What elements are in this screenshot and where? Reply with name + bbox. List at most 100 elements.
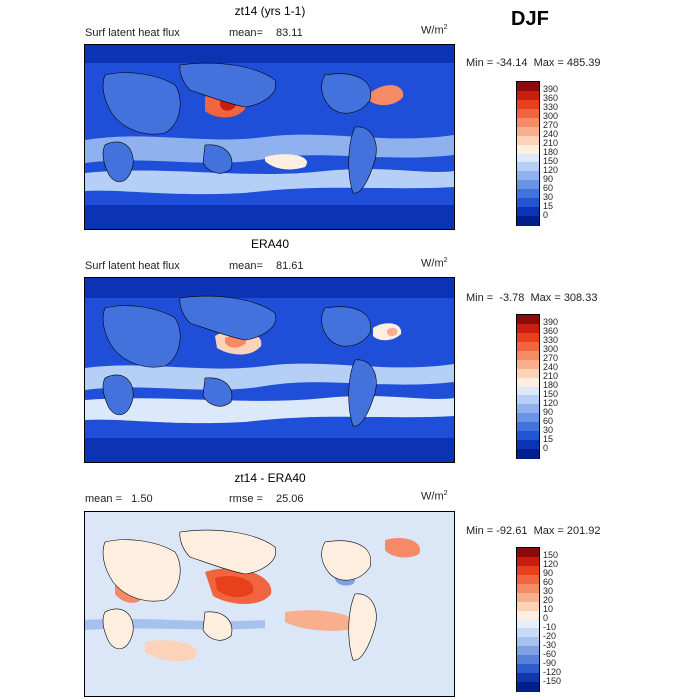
colorbar-segment bbox=[517, 377, 539, 387]
colorbar-segment bbox=[517, 198, 539, 208]
colorbar-tick-label: 0 bbox=[543, 209, 549, 220]
colorbar-segment bbox=[517, 422, 539, 432]
colorbar-segment bbox=[517, 315, 539, 325]
colorbar-tick-label: 180 bbox=[543, 380, 559, 390]
stat-value: 83.11 bbox=[276, 27, 303, 39]
colorbar-segment bbox=[517, 583, 539, 594]
colorbar-segment bbox=[517, 368, 539, 379]
colorbar-tick-label: 360 bbox=[543, 326, 559, 337]
panel-title: zt14 - ERA40 bbox=[234, 471, 306, 485]
colorbar-tick-label: 60 bbox=[543, 577, 554, 588]
colorbar-segment bbox=[517, 413, 539, 423]
map-panel bbox=[84, 277, 455, 463]
colorbar-segment bbox=[517, 108, 539, 119]
map-image bbox=[85, 45, 454, 229]
colorbar-tick-label: 150 bbox=[543, 155, 559, 166]
stat-label: mean= bbox=[229, 27, 263, 39]
colorbar-segment bbox=[517, 673, 539, 683]
colorbar-segment bbox=[517, 189, 539, 199]
colorbar-segment bbox=[517, 386, 539, 396]
colorbar-segment bbox=[517, 216, 539, 226]
colorbar-segment bbox=[517, 144, 539, 154]
colorbar-tick-label: 300 bbox=[543, 344, 559, 355]
colorbar-segment bbox=[517, 82, 539, 92]
colorbar-segment bbox=[517, 350, 539, 361]
map-image bbox=[85, 512, 454, 696]
colorbar-tick-label: 0 bbox=[543, 442, 549, 453]
colorbar-segment bbox=[517, 404, 539, 414]
panel-title: ERA40 bbox=[250, 237, 290, 251]
colorbar-tick-label: -10 bbox=[543, 621, 557, 632]
colorbar-segment bbox=[517, 574, 539, 585]
colorbar-tick-label: 15 bbox=[543, 433, 554, 444]
colorbar-segment bbox=[517, 440, 539, 450]
colorbar-tick-label: 240 bbox=[543, 362, 559, 373]
variable-label: Surf latent heat flux bbox=[85, 27, 180, 39]
colorbar-tick-label: 30 bbox=[543, 586, 554, 597]
colorbar-tick-label: 10 bbox=[543, 604, 554, 615]
colorbar-tick-label: 150 bbox=[543, 550, 559, 561]
colorbar-tick-label: 390 bbox=[543, 317, 559, 328]
colorbar-tick-label: 60 bbox=[543, 415, 554, 426]
colorbar-box bbox=[516, 314, 540, 459]
minmax-label: Min = -34.14 Max = 485.39 bbox=[466, 57, 601, 69]
colorbar-box bbox=[516, 81, 540, 226]
colorbar-tick-label: 90 bbox=[543, 568, 554, 579]
variable-label: mean = 1.50 bbox=[85, 493, 153, 505]
colorbar-tick-label: 30 bbox=[543, 424, 554, 435]
colorbar-tick-label: 150 bbox=[543, 388, 559, 399]
colorbar-segment bbox=[517, 592, 539, 603]
colorbar-tick-label: -30 bbox=[543, 639, 557, 650]
colorbar-tick-label: 300 bbox=[543, 111, 559, 122]
colorbar-segment bbox=[517, 99, 539, 110]
minmax-label: Min = -3.78 Max = 308.33 bbox=[466, 292, 598, 304]
colorbar-tick-label: 15 bbox=[543, 200, 554, 211]
stat-label: rmse = bbox=[229, 493, 263, 505]
colorbar-segment bbox=[517, 395, 539, 405]
colorbar-segment bbox=[517, 207, 539, 217]
colorbar-tick-label: 90 bbox=[543, 406, 554, 417]
colorbar-tick-label: 90 bbox=[543, 173, 554, 184]
units-label: W/m2 bbox=[421, 490, 448, 503]
colorbar-segment bbox=[517, 637, 539, 647]
colorbar-segment bbox=[517, 655, 539, 665]
colorbar-tick-label: 330 bbox=[543, 102, 559, 113]
stat-label: mean= bbox=[229, 260, 263, 272]
colorbar-tick-label: -150 bbox=[543, 675, 562, 686]
colorbar-segment bbox=[517, 135, 539, 146]
colorbar-segment bbox=[517, 601, 539, 612]
colorbar-tick-label: -20 bbox=[543, 630, 557, 641]
colorbar-tick-label: 60 bbox=[543, 182, 554, 193]
colorbar-segment bbox=[517, 556, 539, 567]
colorbar-tick-label: 210 bbox=[543, 138, 559, 149]
colorbar-tick-label: 120 bbox=[543, 559, 559, 570]
colorbar-tick-label: -120 bbox=[543, 666, 562, 677]
stat-value: 81.61 bbox=[276, 260, 304, 272]
colorbar-segment bbox=[517, 180, 539, 190]
colorbar-segment bbox=[517, 682, 539, 692]
colorbar-segment bbox=[517, 332, 539, 343]
stat-value: 25.06 bbox=[276, 493, 304, 505]
colorbar-segment bbox=[517, 341, 539, 352]
colorbar-tick-label: -90 bbox=[543, 657, 557, 668]
colorbar-segment bbox=[517, 126, 539, 137]
colorbar: 390 360 330 300 270 240 210 180 150 120 90 60 30 15 0 bbox=[516, 314, 558, 459]
units-label: W/m2 bbox=[421, 24, 448, 37]
variable-label: Surf latent heat flux bbox=[85, 260, 180, 272]
minmax-label: Min = -92.61 Max = 201.92 bbox=[466, 525, 601, 537]
colorbar-segment bbox=[517, 323, 539, 334]
colorbar-segment bbox=[517, 664, 539, 674]
map-image bbox=[85, 278, 454, 462]
map-panel bbox=[84, 511, 455, 697]
colorbar-tick-label: 240 bbox=[543, 129, 559, 140]
colorbar-segment bbox=[517, 449, 539, 459]
colorbar: 390 360 330 300 270 240 210 180 150 120 90 60 30 15 0 bbox=[516, 81, 558, 226]
colorbar-tick-label: 20 bbox=[543, 595, 554, 606]
season-label: DJF bbox=[511, 8, 549, 30]
colorbar-tick-label: 180 bbox=[543, 147, 559, 157]
colorbar-tick-label: 390 bbox=[543, 84, 559, 95]
map-panel bbox=[84, 44, 455, 230]
colorbar-tick-label: 30 bbox=[543, 191, 554, 202]
colorbar-segment bbox=[517, 628, 539, 638]
colorbar-tick-label: 120 bbox=[543, 397, 559, 408]
